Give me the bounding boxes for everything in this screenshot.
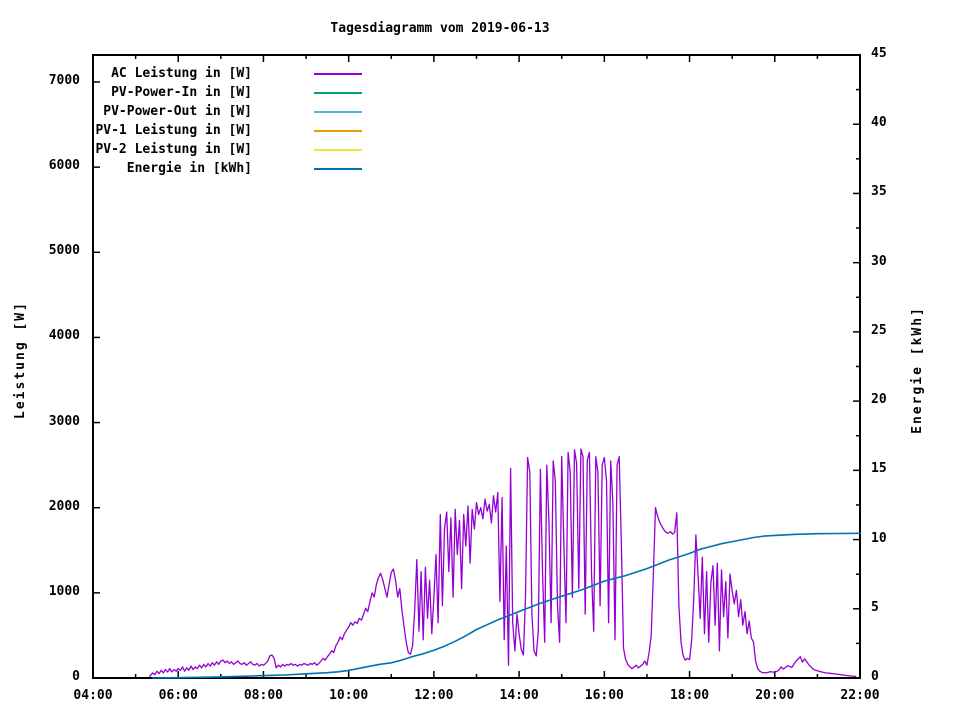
left-tick-label: 3000 bbox=[48, 413, 80, 429]
legend-item: PV-1 Leistung in [W] bbox=[92, 121, 362, 140]
legend-item: PV-Power-In in [W] bbox=[92, 83, 362, 102]
legend-color-line bbox=[314, 148, 362, 151]
series-energie-in-kwh bbox=[151, 532, 861, 679]
left-tick-label: 2000 bbox=[48, 498, 80, 514]
legend-label: AC Leistung in [W] bbox=[111, 66, 252, 81]
legend-color-line bbox=[314, 91, 362, 94]
right-tick-label: 35 bbox=[871, 184, 887, 200]
chart-title: Tagesdiagramm vom 2019-06-13 bbox=[330, 21, 550, 36]
legend-color-line bbox=[314, 129, 362, 132]
x-tick-label: 04:00 bbox=[73, 688, 113, 703]
left-tick-label: 5000 bbox=[48, 243, 80, 259]
legend: AC Leistung in [W] PV-Power-In in [W] PV-P… bbox=[92, 64, 362, 178]
x-tick-label: 20:00 bbox=[755, 688, 795, 703]
x-tick-label: 14:00 bbox=[499, 688, 539, 703]
right-tick-label: 10 bbox=[871, 530, 887, 546]
legend-item: PV-Power-Out in [W] bbox=[92, 102, 362, 121]
legend-item: Energie in [kWh] bbox=[92, 159, 362, 178]
right-tick-label: 0 bbox=[871, 669, 879, 684]
x-tick-label: 16:00 bbox=[584, 688, 624, 703]
right-tick-label: 25 bbox=[871, 322, 887, 338]
right-tick-label: 40 bbox=[871, 115, 887, 131]
legend-label: Energie in [kWh] bbox=[126, 161, 252, 176]
left-tick-label: 4000 bbox=[48, 328, 80, 344]
right-tick-label: 15 bbox=[871, 461, 887, 477]
right-tick-label: 45 bbox=[871, 46, 887, 61]
left-tick-label: 1000 bbox=[48, 583, 80, 599]
legend-item: PV-2 Leistung in [W] bbox=[92, 140, 362, 159]
series-ac-leistung-in-w bbox=[149, 448, 857, 677]
right-tick-label: 30 bbox=[871, 253, 887, 269]
x-tick-label: 08:00 bbox=[243, 688, 283, 703]
legend-color-line bbox=[314, 110, 362, 113]
legend-label: PV-Power-Out in [W] bbox=[103, 104, 252, 119]
legend-label: PV-1 Leistung in [W] bbox=[95, 123, 252, 138]
left-tick-label: 0 bbox=[72, 669, 80, 684]
legend-color-line bbox=[314, 72, 362, 75]
right-tick-label: 5 bbox=[871, 599, 879, 615]
x-tick-label: 22:00 bbox=[840, 688, 880, 703]
left-tick-label: 6000 bbox=[48, 158, 80, 174]
x-tick-label: 10:00 bbox=[329, 688, 369, 703]
legend-label: PV-Power-In in [W] bbox=[111, 85, 252, 100]
x-tick-label: 12:00 bbox=[414, 688, 454, 703]
legend-item: AC Leistung in [W] bbox=[92, 64, 362, 83]
x-tick-label: 18:00 bbox=[669, 688, 710, 703]
x-tick-label: 06:00 bbox=[158, 688, 198, 703]
right-tick-label: 20 bbox=[871, 392, 887, 408]
legend-label: PV-2 Leistung in [W] bbox=[95, 142, 252, 157]
legend-color-line bbox=[314, 167, 362, 170]
left-tick-label: 7000 bbox=[48, 73, 80, 88]
